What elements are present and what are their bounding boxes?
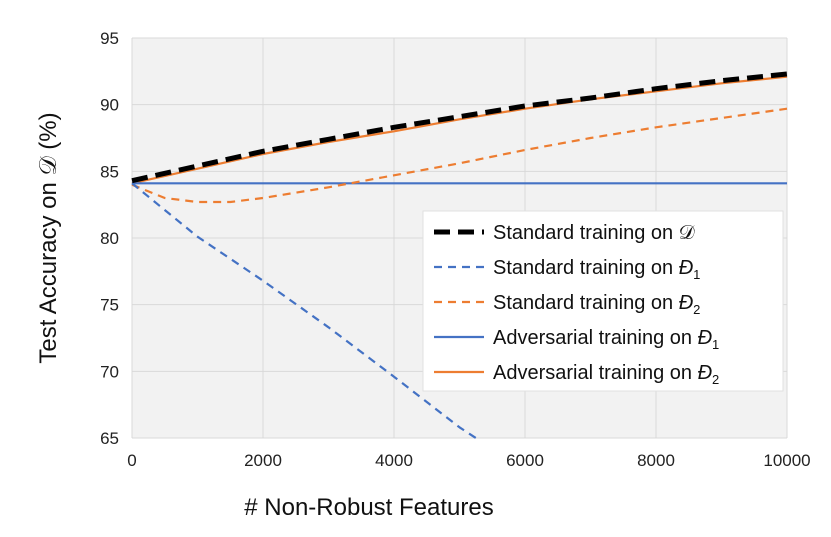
x-tick-label: 10000 xyxy=(763,451,810,470)
legend-label-0: Standard training on 𝒟 xyxy=(493,222,695,244)
y-tick-label: 80 xyxy=(100,229,119,248)
legend: Standard training on 𝒟 Standard training … xyxy=(422,210,784,392)
series-line-2 xyxy=(131,107,788,204)
series-line-0 xyxy=(131,71,788,184)
y-tick-label: 95 xyxy=(100,29,119,48)
x-tick-label: 0 xyxy=(127,451,136,470)
y-tick-label: 85 xyxy=(100,162,119,181)
x-axis-ticks: 0 2000 4000 6000 8000 10000 xyxy=(127,451,810,470)
y-tick-label: 65 xyxy=(100,429,119,448)
legend-label-3: Adversarial training on Đ1 xyxy=(493,327,719,352)
x-tick-label: 8000 xyxy=(637,451,675,470)
series-line-1 xyxy=(131,182,477,439)
legend-label-4: Adversarial training on Đ2 xyxy=(493,362,719,387)
legend-label-1: Standard training on Đ1 xyxy=(493,257,700,282)
y-tick-label: 70 xyxy=(100,362,119,381)
x-axis-title: # Non-Robust Features xyxy=(244,494,493,521)
x-tick-label: 2000 xyxy=(244,451,282,470)
y-tick-label: 90 xyxy=(100,96,119,115)
y-tick-label: 75 xyxy=(100,296,119,315)
y-axis-title: Test Accuracy on 𝒟 (%) xyxy=(35,112,62,363)
series-lines xyxy=(131,71,788,439)
x-tick-label: 6000 xyxy=(506,451,544,470)
series-line-4 xyxy=(131,75,788,185)
x-tick-label: 4000 xyxy=(375,451,413,470)
legend-label-2: Standard training on Đ2 xyxy=(493,292,700,317)
y-axis-ticks: 65 70 75 80 85 90 95 xyxy=(100,29,119,448)
